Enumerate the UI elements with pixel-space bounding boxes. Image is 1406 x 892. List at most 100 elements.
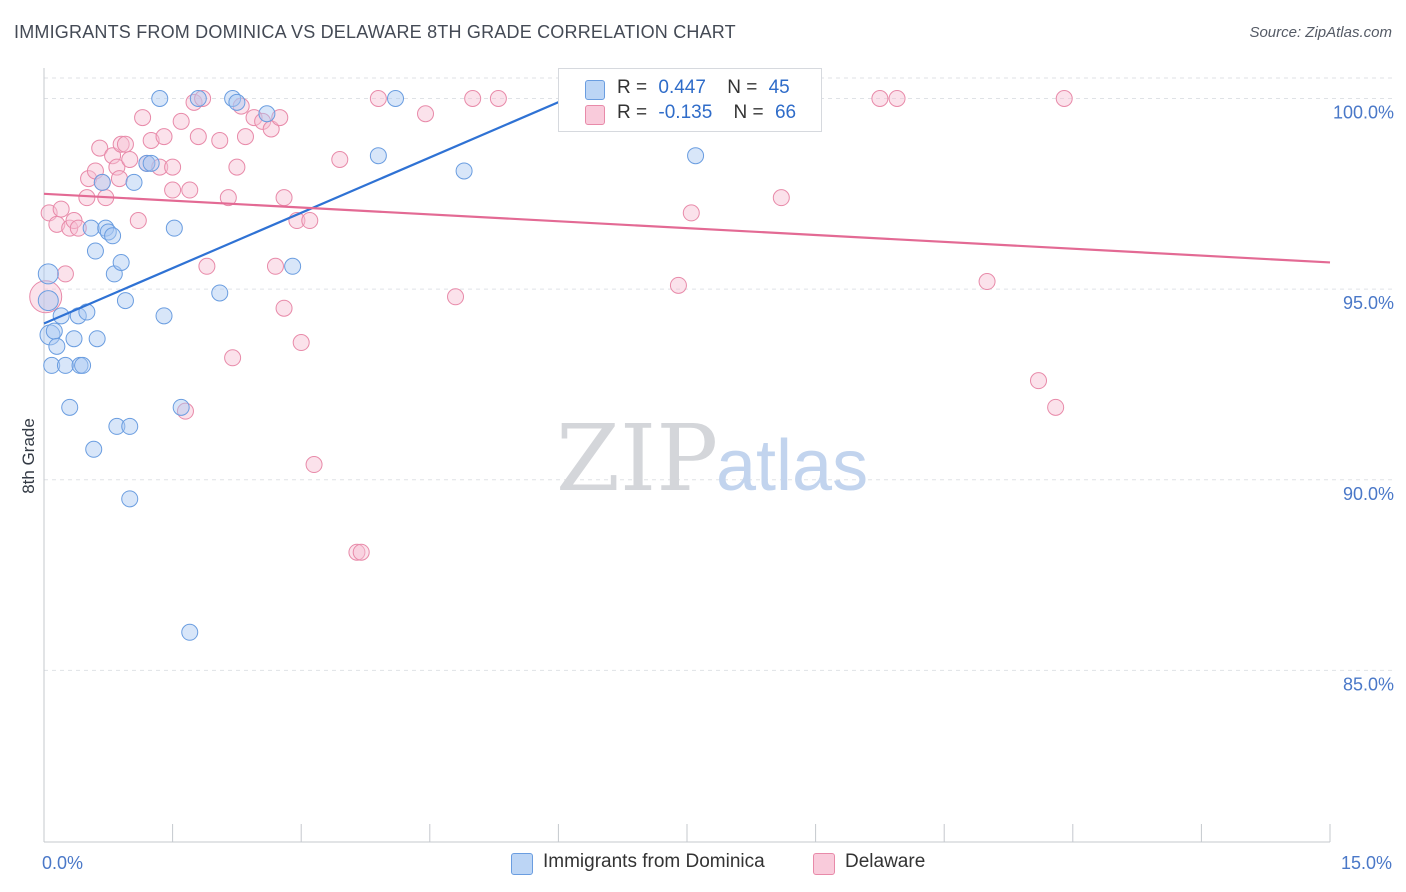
legend-label-dominica: Immigrants from Dominica: [543, 851, 765, 872]
delaware-point: [352, 543, 370, 561]
y-tick-label: 100.0%: [1333, 103, 1394, 123]
dominica-point: [687, 147, 705, 165]
watermark: ZIP atlas: [556, 405, 868, 512]
delaware-point: [871, 90, 889, 108]
delaware-point: [155, 128, 173, 146]
delaware-point: [275, 189, 293, 207]
legend-swatch-delaware: [585, 105, 605, 125]
delaware-point: [369, 90, 387, 108]
delaware-point: [292, 334, 310, 352]
delaware-point: [104, 147, 122, 165]
n-value-delaware: 66: [774, 102, 797, 123]
delaware-point: [142, 131, 160, 149]
dominica-point: [45, 322, 63, 340]
delaware-point: [52, 200, 70, 218]
dominica-point: [155, 307, 173, 325]
delaware-point: [194, 90, 212, 108]
dominica-point: [142, 154, 160, 172]
delaware-point: [56, 265, 74, 283]
delaware-point: [110, 170, 128, 188]
delaware-point: [417, 105, 435, 123]
n-label: N =: [733, 102, 764, 123]
chart-title: IMMIGRANTS FROM DOMINICA VS DELAWARE 8TH…: [14, 22, 736, 42]
delaware-point: [236, 128, 254, 146]
delaware-point: [772, 189, 790, 207]
delaware-point: [151, 158, 169, 176]
dominica-point: [165, 219, 183, 237]
axes: [43, 68, 1331, 843]
dominica-point: [82, 219, 100, 237]
dominica-point: [43, 356, 61, 374]
dominica-point: [108, 417, 126, 435]
delaware-point: [447, 288, 465, 306]
delaware-points: [29, 90, 1073, 561]
delaware-point: [29, 280, 63, 314]
delaware-point: [224, 349, 242, 367]
delaware-point: [189, 128, 207, 146]
delaware-point: [181, 181, 199, 199]
trend-lines: [43, 97, 1331, 325]
delaware-point: [301, 212, 319, 230]
dominica-trend-line: [43, 97, 568, 325]
dominica-point: [104, 227, 122, 245]
delaware-point: [211, 131, 229, 149]
stats-legend: R = 0.447 N = 45 R = -0.135 N = 66: [558, 68, 822, 132]
dominica-point: [369, 147, 387, 165]
delaware-point: [266, 257, 284, 275]
dominica-point: [85, 440, 103, 458]
delaware-point: [69, 219, 87, 237]
delaware-point: [78, 189, 96, 207]
legend-swatch-dominica: [585, 80, 605, 100]
r-value-dominica: 0.447: [658, 77, 706, 98]
dominica-point: [284, 257, 302, 275]
dominica-point: [125, 173, 143, 191]
r-value-delaware: -0.135: [658, 102, 713, 123]
delaware-point: [245, 109, 263, 127]
delaware-point: [489, 90, 507, 108]
n-label: N =: [727, 77, 758, 98]
watermark-atlas: atlas: [716, 426, 868, 506]
delaware-point: [275, 299, 293, 317]
dominica-point: [61, 398, 79, 416]
dominica-point: [228, 93, 246, 111]
dominica-point: [121, 490, 139, 508]
dominica-point: [258, 105, 276, 123]
delaware-point: [228, 158, 246, 176]
dominica-points: [37, 90, 705, 641]
delaware-point: [164, 181, 182, 199]
delaware-point: [164, 158, 182, 176]
tick-labels: 85.0% 90.0% 95.0% 100.0% 0.0% 15.0%: [42, 103, 1394, 873]
delaware-point: [112, 135, 130, 153]
dominica-point: [116, 292, 134, 310]
dominica-point: [189, 90, 207, 108]
dominica-point: [93, 173, 111, 191]
dominica-point: [86, 242, 104, 260]
y-axis-title: 8th Grade: [19, 418, 38, 494]
delaware-point: [305, 456, 323, 474]
legend-label-delaware: Delaware: [845, 851, 926, 872]
r-label: R =: [617, 102, 648, 123]
dominica-point: [74, 356, 92, 374]
delaware-point: [682, 204, 700, 222]
dominica-point: [387, 90, 405, 108]
delaware-point: [129, 212, 147, 230]
delaware-point: [1030, 372, 1048, 390]
delaware-point: [271, 109, 289, 127]
delaware-point: [172, 112, 190, 130]
dominica-point: [151, 90, 169, 108]
delaware-point: [348, 543, 366, 561]
delaware-point: [134, 109, 152, 127]
dominica-point: [37, 290, 59, 312]
dominica-point: [181, 623, 199, 641]
x-tick-label: 15.0%: [1341, 853, 1392, 873]
watermark-zip: ZIP: [556, 405, 718, 512]
delaware-point: [978, 273, 996, 291]
delaware-trend-line: [43, 192, 1331, 264]
delaware-point: [121, 151, 139, 169]
dominica-point: [455, 162, 473, 180]
x-tick-label: 0.0%: [42, 853, 83, 873]
delaware-point: [888, 90, 906, 108]
dominica-point: [138, 154, 156, 172]
dominica-point: [172, 398, 190, 416]
